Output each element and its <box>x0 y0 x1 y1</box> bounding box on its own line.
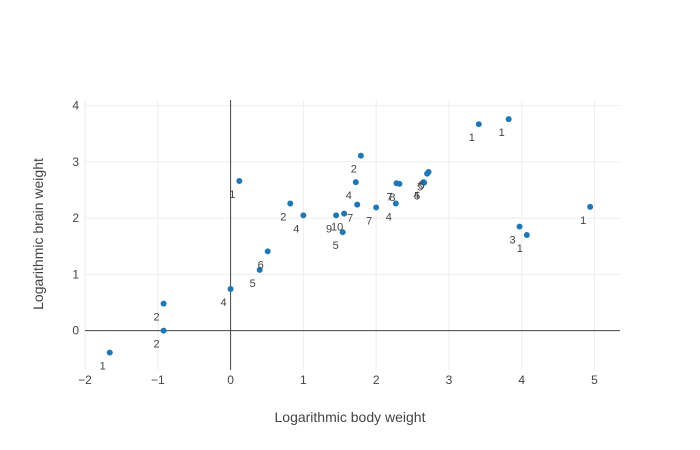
zero-lines <box>85 100 620 370</box>
point-label: 5 <box>250 278 256 290</box>
data-point <box>421 179 428 186</box>
data-point <box>256 266 263 273</box>
point-label: 4 <box>293 223 299 235</box>
point-label: 1 <box>517 243 523 255</box>
point-label: 1 <box>100 361 106 373</box>
point-label: 4 <box>221 297 227 309</box>
data-point <box>352 179 359 186</box>
data-point <box>106 349 113 356</box>
point-label: 1 <box>499 127 505 139</box>
y-tick-label: 0 <box>72 324 79 338</box>
y-axis-title: Logarithmic brain weight <box>30 158 46 310</box>
y-tick-label: 4 <box>72 99 79 113</box>
point-label: 7 <box>386 191 392 203</box>
x-tick-label: −1 <box>151 373 165 387</box>
x-tick-label: 3 <box>446 373 453 387</box>
y-tick-label: 2 <box>72 211 79 225</box>
point-label: 2 <box>351 164 357 176</box>
x-tick-label: −2 <box>78 373 92 387</box>
point-label: 1 <box>580 215 586 227</box>
grid-lines <box>84 100 620 370</box>
point-label: 7 <box>347 213 353 225</box>
point-label: 3 <box>509 235 515 247</box>
data-point <box>160 327 167 334</box>
data-points <box>106 116 594 356</box>
point-label: 1 <box>469 132 475 144</box>
data-point <box>392 200 399 207</box>
point-label: 2 <box>154 312 160 324</box>
data-point <box>227 286 234 292</box>
data-point <box>475 121 482 128</box>
point-label: 5 <box>417 182 423 194</box>
data-point <box>396 180 403 187</box>
point-label: 4 <box>346 190 352 202</box>
point-label: 5 <box>333 240 339 252</box>
x-axis-title: Logarithmic body weight <box>275 409 426 425</box>
x-tick-label: 2 <box>373 373 380 387</box>
data-point <box>516 223 523 230</box>
point-label: 10 <box>331 222 343 234</box>
data-point <box>264 248 271 255</box>
data-point <box>341 210 348 217</box>
point-label: 2 <box>154 339 160 351</box>
point-label: 4 <box>386 212 392 224</box>
data-point <box>505 116 512 123</box>
point-label: 5 <box>414 191 420 203</box>
data-point <box>354 201 361 208</box>
data-point <box>300 212 307 219</box>
point-label: 6 <box>258 259 264 271</box>
x-tick-label: 4 <box>518 373 525 387</box>
y-tick-label: 1 <box>72 267 79 281</box>
point-label: 9 <box>326 223 332 235</box>
x-tick-label: 1 <box>300 373 307 387</box>
data-point <box>160 300 167 307</box>
data-point <box>339 229 346 236</box>
data-point <box>357 152 364 159</box>
data-point <box>333 212 340 219</box>
data-point <box>425 169 432 175</box>
point-label: 5 <box>419 180 425 192</box>
x-tick-label: 5 <box>591 373 598 387</box>
y-tick-label: 3 <box>72 155 79 169</box>
data-point <box>523 232 530 238</box>
point-label: 4 <box>413 190 419 202</box>
point-label: 2 <box>280 212 286 224</box>
data-point <box>373 204 380 211</box>
x-tick-label: 0 <box>227 373 234 387</box>
point-label: 8 <box>389 192 395 204</box>
point-label: 1 <box>229 189 235 201</box>
point-label: 7 <box>366 215 372 227</box>
data-point <box>587 203 594 210</box>
data-point <box>236 178 243 184</box>
data-point <box>287 200 294 207</box>
